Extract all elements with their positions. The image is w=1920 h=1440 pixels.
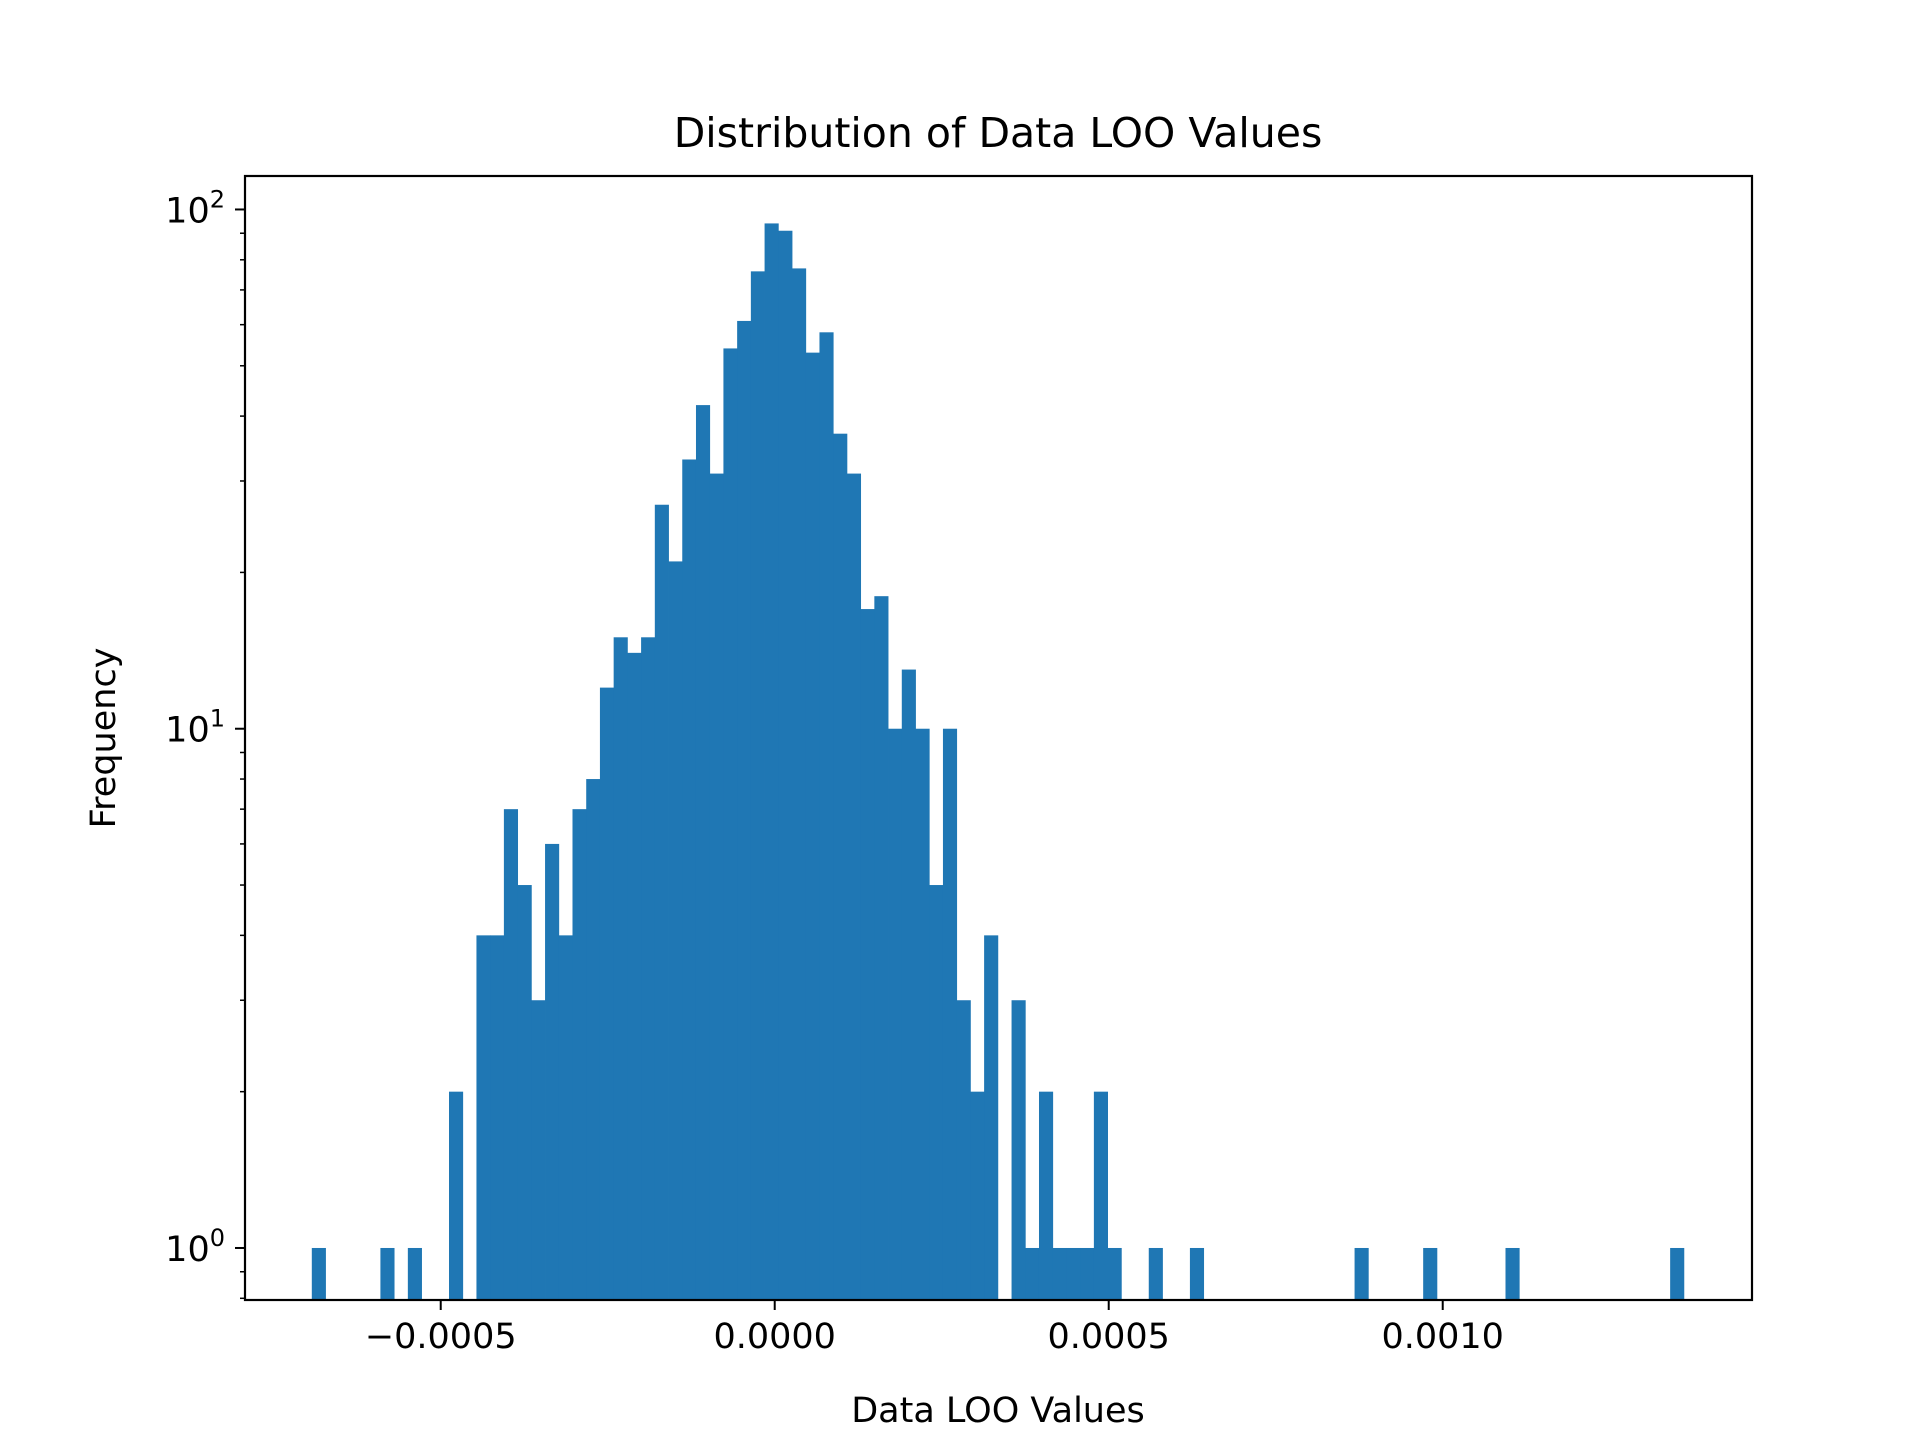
histogram-bar	[901, 669, 916, 1300]
x-tick-label: 0.0000	[713, 1317, 835, 1357]
histogram-bar	[792, 268, 807, 1300]
x-axis-ticks: −0.0005 0.0000 0.0005 0.0010	[365, 1300, 1504, 1357]
bars-group	[311, 223, 1685, 1301]
histogram-bar	[1148, 1247, 1163, 1300]
histogram-bar	[641, 637, 656, 1300]
histogram-bar	[860, 609, 875, 1300]
histogram-bar	[490, 935, 505, 1300]
histogram-bar	[1025, 1247, 1040, 1300]
histogram-bar	[750, 271, 765, 1300]
histogram-bar	[545, 843, 560, 1300]
histogram-bar	[1505, 1247, 1520, 1300]
histogram-bar	[599, 687, 615, 1300]
histogram-bar	[956, 1000, 971, 1300]
histogram-bar	[586, 779, 601, 1300]
histogram-bar	[737, 320, 752, 1300]
histogram-bar	[1080, 1247, 1095, 1300]
histogram-bar	[1038, 1091, 1054, 1300]
x-tick-label: 0.0010	[1381, 1317, 1503, 1357]
histogram-bar	[1066, 1247, 1081, 1300]
x-tick-label: −0.0005	[365, 1317, 517, 1357]
y-tick-label: 100	[165, 1224, 225, 1270]
histogram-bar	[476, 935, 491, 1300]
histogram-bar	[915, 728, 930, 1300]
histogram-bar	[942, 728, 958, 1300]
histogram-bar	[531, 1000, 546, 1300]
histogram-bar	[970, 1091, 985, 1300]
histogram-bar	[503, 809, 519, 1300]
histogram-bar	[1670, 1247, 1685, 1300]
histogram-bar	[1011, 1000, 1026, 1300]
histogram-bar	[1354, 1247, 1369, 1300]
histogram-bar	[1423, 1247, 1438, 1300]
chart-title: Distribution of Data LOO Values	[674, 109, 1323, 157]
histogram-bar	[1052, 1247, 1067, 1300]
y-tick-label: 102	[165, 185, 225, 231]
histogram-bar	[407, 1247, 422, 1300]
histogram-bar	[764, 223, 779, 1300]
y-axis-label: Frequency	[84, 648, 124, 829]
histogram-bar	[449, 1091, 464, 1300]
histogram-bar	[695, 405, 711, 1300]
x-axis-label: Data LOO Values	[851, 1391, 1145, 1431]
histogram-bar	[311, 1247, 326, 1300]
histogram-bar	[517, 885, 532, 1300]
histogram-bar	[833, 433, 848, 1300]
histogram-bar	[654, 504, 669, 1300]
histogram-bar	[682, 459, 697, 1300]
histogram-bar	[572, 809, 587, 1300]
y-axis-ticks: 100 101 102	[165, 185, 245, 1300]
histogram-bar	[805, 352, 820, 1300]
histogram-bar	[1093, 1091, 1108, 1300]
histogram-bar	[613, 637, 628, 1300]
histogram-bar	[668, 561, 683, 1300]
histogram-bar	[846, 473, 862, 1300]
x-tick-label: 0.0005	[1047, 1317, 1169, 1357]
histogram-bar	[380, 1247, 395, 1300]
histogram-bar	[627, 652, 642, 1300]
histogram-bar	[1107, 1247, 1122, 1300]
histogram-bar	[984, 935, 999, 1300]
histogram-bar	[558, 935, 573, 1300]
histogram-bar	[778, 230, 793, 1300]
histogram-bar	[1189, 1247, 1205, 1300]
axes-frame	[243, 174, 1754, 1302]
histogram-bar	[723, 348, 738, 1301]
histogram-bar	[819, 332, 834, 1300]
y-tick-label: 101	[165, 705, 225, 751]
histogram-bar	[929, 885, 944, 1300]
histogram-bar	[888, 728, 903, 1300]
histogram-bar	[709, 473, 724, 1300]
histogram-bar	[874, 596, 889, 1300]
